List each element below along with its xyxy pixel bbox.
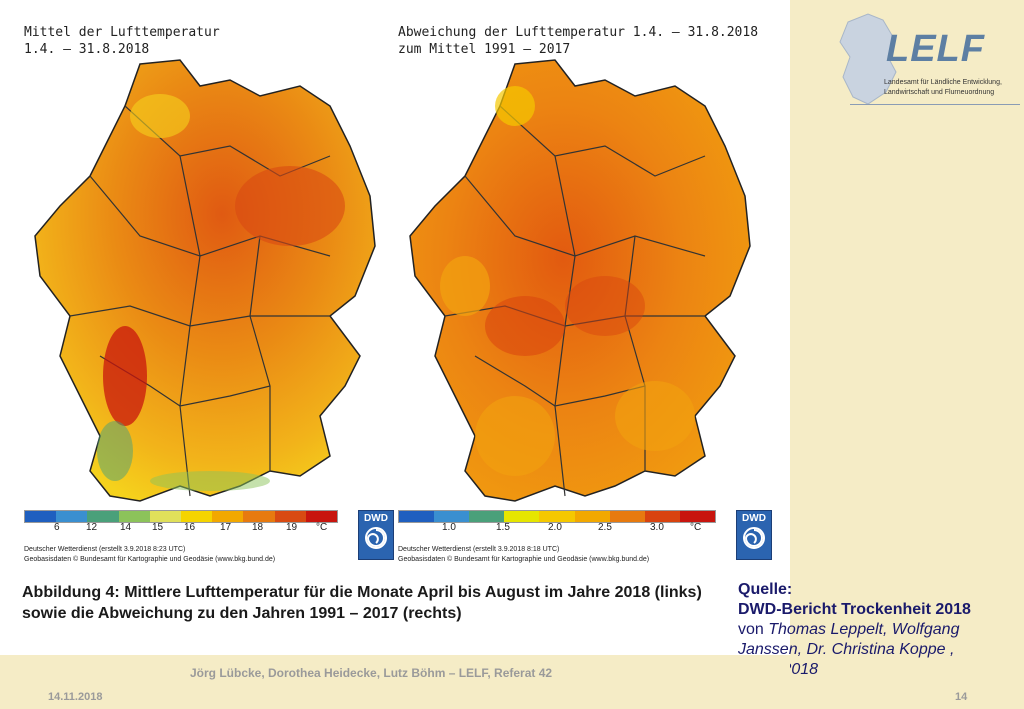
legend-swatch	[434, 511, 470, 522]
legend-swatch	[243, 511, 275, 522]
source-prefix: von	[738, 621, 769, 638]
legend-tick-label: 19	[286, 522, 298, 533]
legend-tick-label: °C	[316, 522, 328, 533]
legend-swatch	[609, 511, 645, 522]
legend-swatch	[679, 511, 715, 522]
footer-page-number: 14	[955, 691, 968, 703]
figure-panel: Mittel der Lufttemperatur 1.4. – 31.8.20…	[0, 0, 790, 655]
dwd-swirl-icon	[365, 527, 387, 549]
right-deviation-map	[405, 56, 755, 506]
lelf-logo	[838, 12, 1008, 112]
legend-tick-label: 2.0	[548, 522, 562, 533]
right-map-title: Abweichung der Lufttemperatur 1.4. – 31.…	[398, 25, 759, 57]
right-dwd-label: DWD	[742, 513, 766, 524]
right-legend-bar	[398, 510, 716, 523]
lelf-logo-text: LELF	[886, 28, 985, 70]
dwd-swirl-icon	[743, 527, 765, 549]
figure-caption: Abbildung 4: Mittlere Lufttemperatur für…	[22, 584, 702, 622]
legend-tick-label: 2.5	[598, 522, 612, 533]
brandenburg-outline-icon	[839, 13, 897, 105]
left-dwd-logo: DWD	[358, 510, 394, 560]
source-title: DWD-Bericht Trockenheit 2018	[738, 601, 971, 618]
right-side-panel	[790, 0, 1024, 709]
legend-swatch	[87, 511, 119, 522]
legend-swatch	[469, 511, 505, 522]
footer-date: 14.11.2018	[48, 691, 103, 703]
legend-swatch	[212, 511, 244, 522]
legend-swatch	[181, 511, 213, 522]
legend-tick-label: 14	[120, 522, 132, 533]
legend-swatch	[149, 511, 182, 522]
legend-swatch	[644, 511, 680, 522]
legend-swatch	[574, 511, 610, 522]
legend-swatch	[274, 511, 306, 522]
legend-swatch	[504, 511, 540, 522]
legend-tick-label: 3.0	[650, 522, 664, 533]
legend-tick-label: 1.0	[442, 522, 456, 533]
left-dwd-label: DWD	[364, 513, 388, 524]
footer-authors: Jörg Lübcke, Dorothea Heidecke, Lutz Böh…	[190, 666, 553, 680]
legend-tick-label: 6	[54, 522, 60, 533]
source-label: Quelle:	[738, 581, 793, 598]
legend-swatch	[305, 511, 338, 522]
legend-tick-label: 15	[152, 522, 164, 533]
legend-swatch	[25, 511, 57, 522]
left-temperature-map	[30, 56, 380, 506]
lelf-logo-subtitle: Landesamt für Ländliche Entwicklung, Lan…	[884, 79, 1002, 96]
right-credit-line-2: Geobasisdaten © Bundesamt für Kartograph…	[398, 556, 650, 563]
legend-swatch	[118, 511, 150, 522]
right-dwd-logo: DWD	[736, 510, 772, 560]
legend-tick-label: 12	[86, 522, 98, 533]
legend-tick-label: 16	[184, 522, 196, 533]
legend-tick-label: 18	[252, 522, 264, 533]
legend-tick-label: °C	[690, 522, 702, 533]
right-credit-line-1: Deutscher Wetterdienst (erstellt 3.9.201…	[398, 546, 560, 553]
legend-tick-label: 17	[220, 522, 232, 533]
left-map-title: Mittel der Lufttemperatur 1.4. – 31.8.20…	[24, 25, 220, 57]
legend-tick-label: 1.5	[496, 522, 510, 533]
logo-divider	[850, 104, 1020, 105]
left-credit-line-2: Geobasisdaten © Bundesamt für Kartograph…	[24, 556, 276, 563]
legend-swatch	[56, 511, 88, 522]
footer-strip	[0, 655, 790, 709]
legend-swatch	[399, 511, 435, 522]
left-credit-line-1: Deutscher Wetterdienst (erstellt 3.9.201…	[24, 546, 186, 553]
legend-swatch	[539, 511, 575, 522]
left-germany-shape	[34, 59, 376, 502]
left-legend-bar	[24, 510, 338, 523]
